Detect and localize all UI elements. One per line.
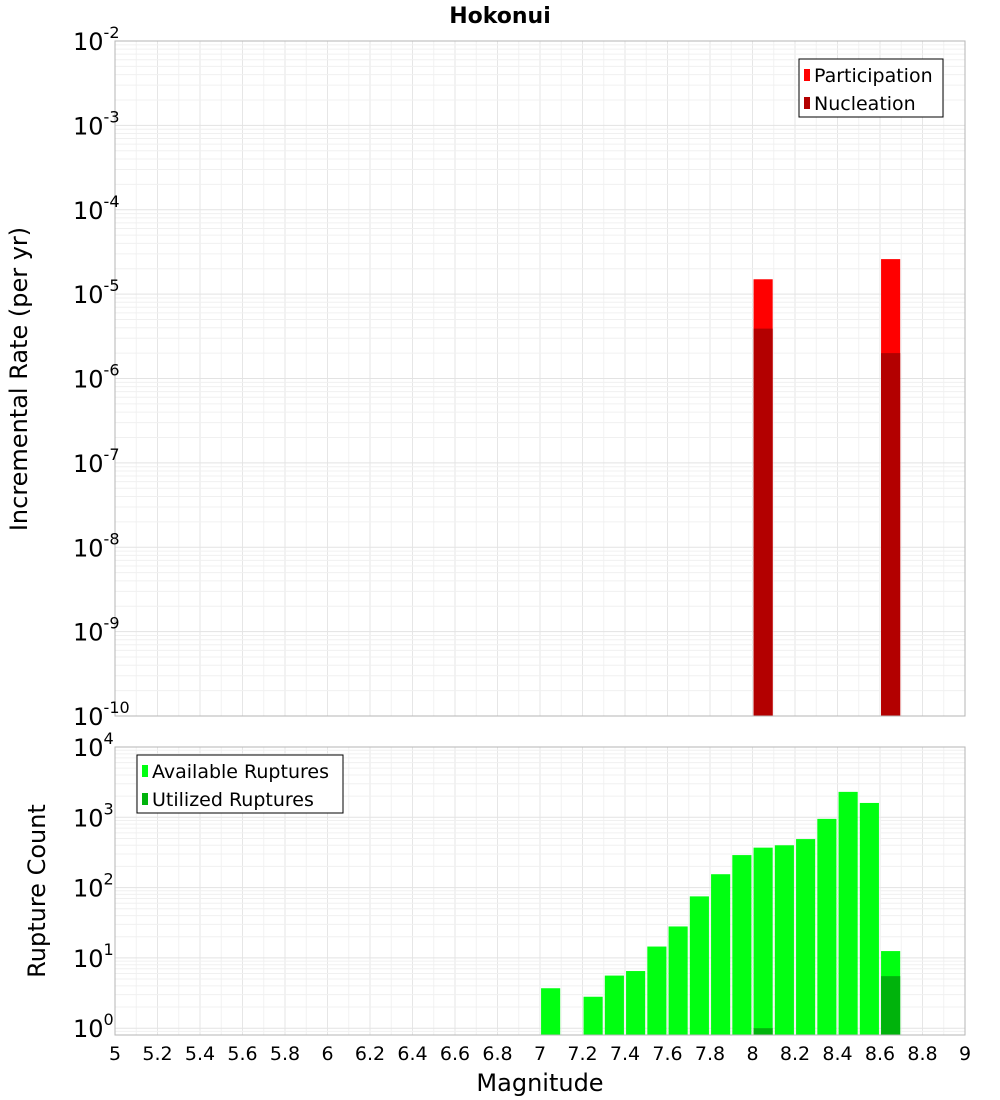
x-tick-label: 7.2: [567, 1043, 597, 1065]
bar-7.65: [668, 926, 688, 1035]
x-tick-label: 6.2: [355, 1043, 385, 1065]
grid: [114, 40, 966, 717]
bar-8.05: [753, 847, 773, 1035]
bar-7.85: [711, 874, 731, 1035]
x-tick-label: 8: [746, 1043, 758, 1065]
x-tick-label: 6.6: [440, 1043, 470, 1065]
y-tick-label: 10-9: [73, 614, 120, 647]
x-tick-label: 8.2: [780, 1043, 810, 1065]
x-tick-label: 5.6: [227, 1043, 257, 1065]
y-tick-label: 10-7: [73, 445, 120, 478]
legend-box: [798, 58, 944, 118]
y-tick-label: 100: [73, 1010, 114, 1043]
y-axis-title: Incremental Rate (per yr): [5, 227, 33, 531]
y-tick-label: 101: [73, 940, 114, 973]
y-tick-labels: 10-10 10-9 10-8 10-7 10-6 10-5 10-4 10-3 10-2: [73, 23, 130, 731]
bar-overlay-8.65: [881, 976, 901, 1035]
bar-8.55: [859, 802, 879, 1035]
bar-7.05: [541, 988, 561, 1035]
x-tick-label: 8.8: [907, 1043, 937, 1065]
y-tick-label: 10-5: [73, 276, 120, 309]
legend-swatch: [804, 69, 810, 81]
legend-swatch: [142, 793, 148, 805]
y-axis-title: Rupture Count: [23, 804, 51, 978]
x-tick-label: 5.4: [185, 1043, 215, 1065]
chart-title: Hokonui: [449, 4, 551, 29]
legend-swatch: [142, 765, 148, 777]
legend-box: [136, 754, 344, 814]
x-tick-label: 8.6: [865, 1043, 895, 1065]
legend: Available Ruptures Utilized Ruptures: [136, 754, 344, 814]
bar-8.45: [838, 791, 858, 1035]
x-tick-labels: 5 5.2 5.4 5.6 5.8 6 6.2 6.4 6.6 6.8 7 7.2 7.4 7.6 7.8 8…: [109, 1043, 971, 1065]
y-tick-label: 104: [73, 729, 114, 762]
y-tick-label: 10-3: [73, 107, 120, 140]
plot-frame: [114, 746, 966, 1036]
y-tick-label: 10-4: [73, 192, 120, 225]
bar-8.25: [796, 839, 816, 1035]
x-tick-label: 5: [109, 1043, 121, 1065]
bar-8.35: [817, 818, 837, 1035]
x-tick-label: 7.8: [695, 1043, 725, 1065]
x-tick-label: 6.4: [397, 1043, 427, 1065]
bar-7.75: [689, 896, 709, 1035]
plot-frame: [114, 40, 966, 717]
bar-7.55: [647, 946, 667, 1035]
x-tick-label: 5.8: [270, 1043, 300, 1065]
x-tick-label: 7: [534, 1043, 546, 1065]
legend-label: Available Ruptures: [152, 761, 329, 783]
x-tick-label: 7.6: [652, 1043, 682, 1065]
series-1: [753, 976, 901, 1035]
rate-panel: 10-10 10-9 10-8 10-7 10-6 10-5 10-4 10-3 10-2 Par…: [5, 4, 966, 731]
bars: [753, 259, 901, 716]
x-tick-label: 7.4: [610, 1043, 640, 1065]
bar-overlay-8.05: [753, 328, 773, 716]
legend-swatch: [804, 97, 810, 109]
count-panel: 100 101 102 103 104 Available Ruptures Utilize…: [23, 729, 971, 1097]
y-tick-label: 10-6: [73, 361, 120, 394]
x-tick-label: 6.8: [482, 1043, 512, 1065]
y-tick-label: 10-2: [73, 23, 120, 56]
bar-overlay-8.05: [753, 1028, 773, 1035]
legend-label: Utilized Ruptures: [152, 789, 314, 811]
x-tick-label: 8.4: [822, 1043, 852, 1065]
legend-label: Nucleation: [814, 93, 916, 115]
y-tick-label: 10-10: [73, 698, 130, 731]
x-tick-label: 6: [321, 1043, 333, 1065]
bar-7.45: [626, 971, 646, 1035]
y-tick-label: 103: [73, 799, 114, 832]
y-tick-label: 10-8: [73, 529, 120, 562]
series-1: [753, 328, 901, 716]
x-tick-label: 5.2: [142, 1043, 172, 1065]
y-tick-labels: 100 101 102 103 104: [73, 729, 114, 1043]
legend: Participation Nucleation: [798, 58, 944, 118]
x-axis-title: Magnitude: [476, 1069, 603, 1097]
bar-8.15: [774, 845, 794, 1035]
x-tick-label: 9: [959, 1043, 971, 1065]
bar-7.25: [583, 996, 603, 1035]
y-tick-label: 102: [73, 870, 114, 903]
bar-7.95: [732, 855, 752, 1035]
bar-overlay-8.65: [881, 353, 901, 716]
legend-label: Participation: [814, 65, 933, 87]
bars: [541, 791, 901, 1035]
bar-7.35: [604, 975, 624, 1035]
